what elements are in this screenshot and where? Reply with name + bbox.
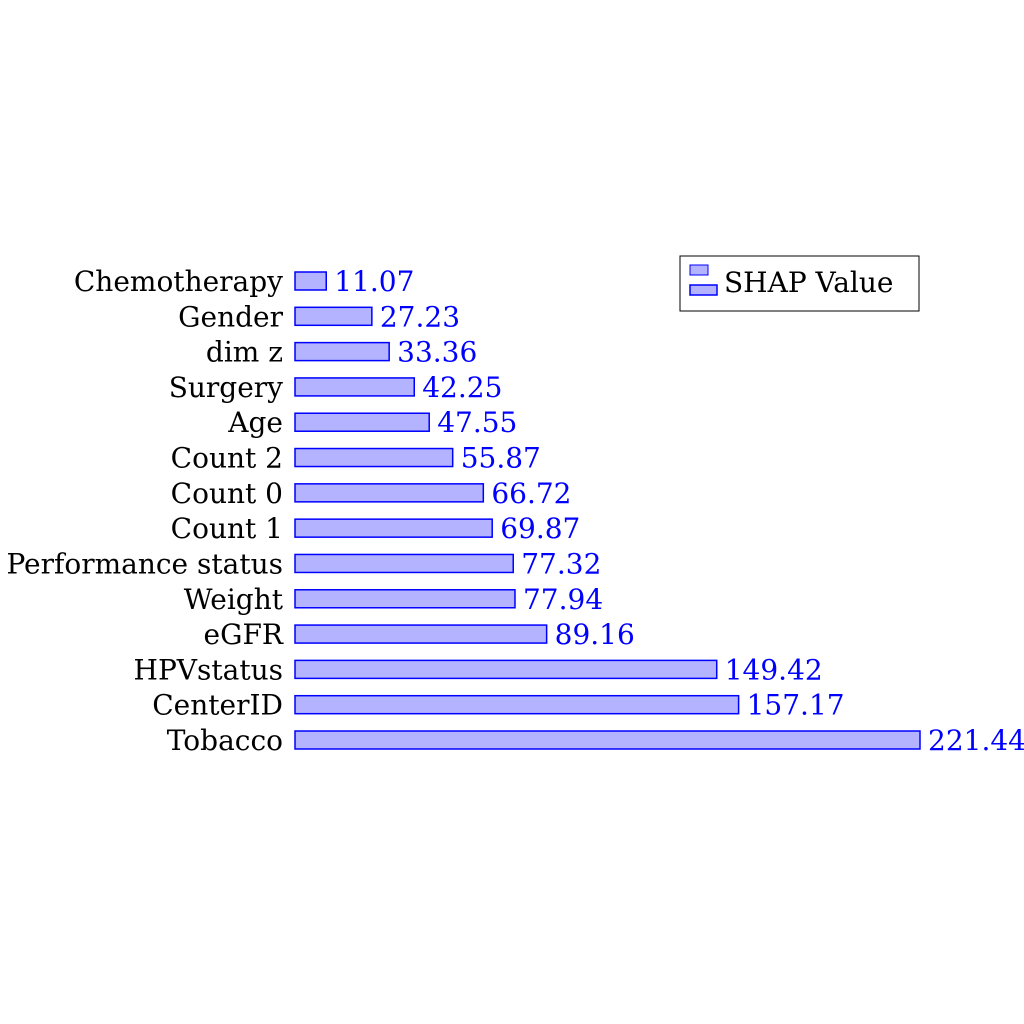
bar-tobacco xyxy=(294,730,921,750)
value-label: 89.16 xyxy=(555,618,635,651)
category-label: CenterID xyxy=(152,689,283,722)
value-labels-group: 11.0727.2333.3642.2547.5555.8766.7269.87… xyxy=(334,265,1024,757)
category-label: Gender xyxy=(178,300,283,333)
value-label: 221.44 xyxy=(928,724,1024,757)
value-label: 47.55 xyxy=(437,406,517,439)
bar-egfr xyxy=(294,624,548,644)
bar-weight xyxy=(294,589,516,609)
category-label: Tobacco xyxy=(167,724,283,757)
legend: SHAP Value xyxy=(679,255,920,312)
category-label: dim z xyxy=(206,336,283,369)
value-label: 69.87 xyxy=(500,512,580,545)
category-label: Count 1 xyxy=(171,512,283,545)
value-label: 42.25 xyxy=(422,371,502,404)
bar-count-2 xyxy=(294,447,454,468)
bar-surgery xyxy=(294,377,415,397)
legend-swatch-2 xyxy=(689,284,718,296)
category-label: Weight xyxy=(184,583,284,616)
bar-count-1 xyxy=(294,518,493,538)
value-label: 77.32 xyxy=(521,547,601,580)
bar-dim-z xyxy=(294,341,390,362)
bar-performance-status xyxy=(294,553,514,574)
category-label: Performance status xyxy=(6,547,283,580)
value-label: 11.07 xyxy=(334,265,414,298)
bar-chemotherapy xyxy=(294,271,327,291)
category-label: Count 0 xyxy=(171,477,283,510)
bar-centerid xyxy=(294,694,740,715)
bar-count-0 xyxy=(294,483,485,503)
category-label: Surgery xyxy=(169,371,283,404)
value-label: 27.23 xyxy=(380,300,460,333)
category-label: eGFR xyxy=(204,618,284,651)
legend-swatch xyxy=(689,264,709,276)
value-label: 77.94 xyxy=(523,583,603,616)
value-label: 66.72 xyxy=(491,477,571,510)
bars-group xyxy=(294,271,921,750)
category-label: Count 2 xyxy=(171,442,283,475)
bar-age xyxy=(294,412,430,432)
category-label: Age xyxy=(227,406,283,439)
bar-gender xyxy=(294,306,373,327)
value-label: 149.42 xyxy=(725,653,823,686)
bar-hpvstatus xyxy=(294,659,718,680)
legend-box xyxy=(679,255,920,312)
value-label: 33.36 xyxy=(397,336,477,369)
value-label: 55.87 xyxy=(461,442,541,475)
legend-label: SHAP Value xyxy=(724,266,893,299)
category-label: Chemotherapy xyxy=(74,265,283,298)
value-label: 157.17 xyxy=(747,689,845,722)
category-label: HPVstatus xyxy=(134,653,283,686)
